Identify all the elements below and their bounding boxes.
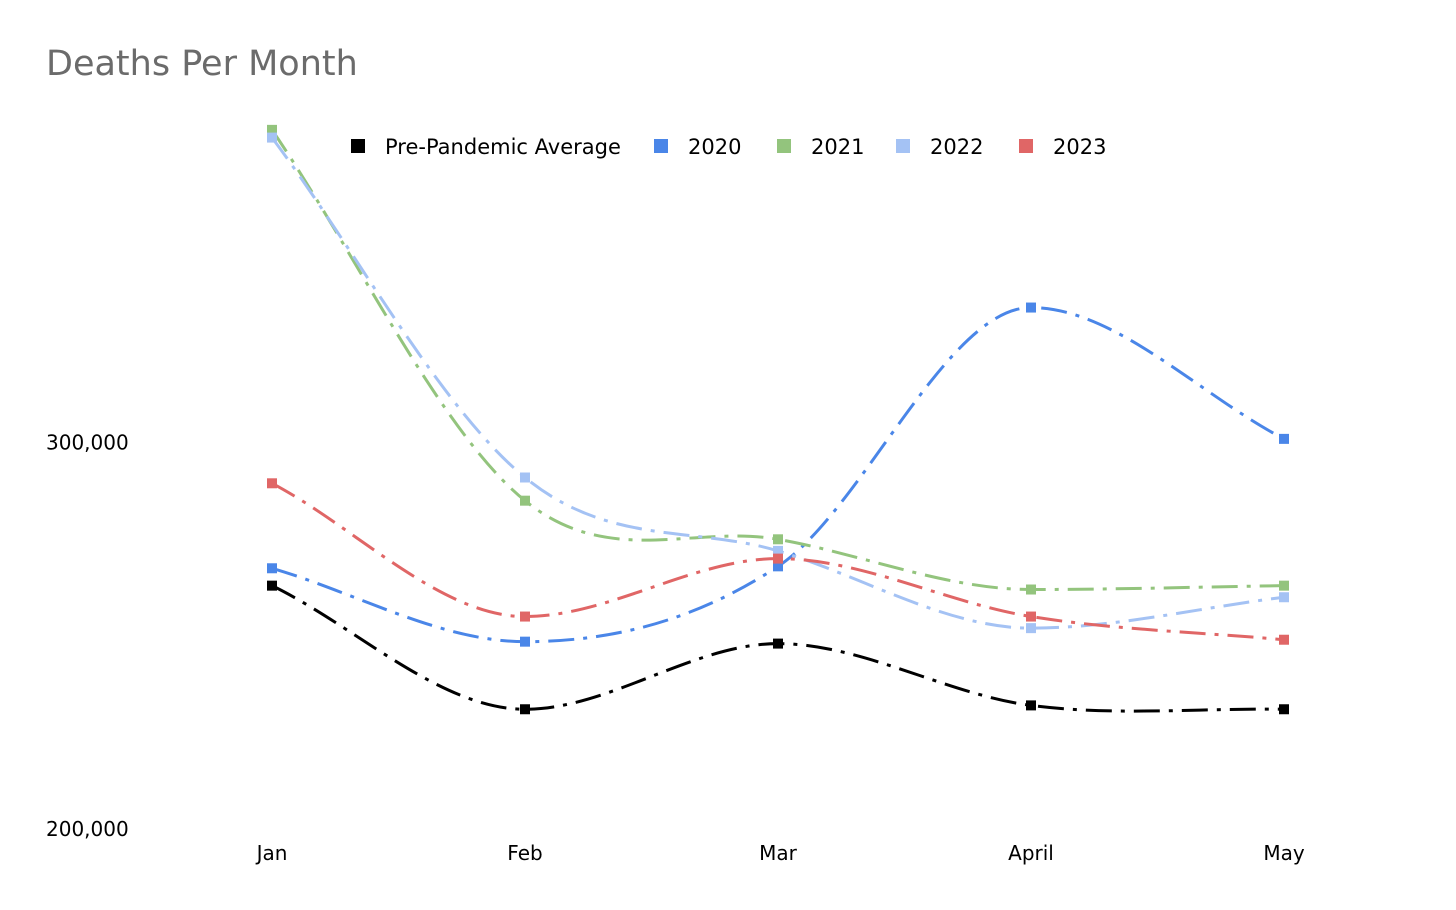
data-point-marker bbox=[1279, 634, 1289, 645]
x-tick-label: Mar bbox=[759, 841, 798, 865]
data-point-marker bbox=[773, 561, 783, 572]
data-point-marker bbox=[267, 580, 277, 591]
data-point-marker bbox=[520, 611, 530, 622]
data-point-marker bbox=[267, 478, 277, 489]
y-tick-label: 200,000 bbox=[46, 817, 129, 841]
data-point-marker bbox=[1026, 700, 1036, 711]
x-tick-label: April bbox=[1008, 841, 1054, 865]
series-markers bbox=[267, 124, 1289, 715]
legend-label: 2020 bbox=[688, 135, 741, 159]
data-point-marker bbox=[1026, 623, 1036, 634]
series-line-1 bbox=[271, 306, 1285, 644]
x-tick-label: May bbox=[1263, 841, 1305, 865]
data-point-marker bbox=[520, 636, 530, 647]
legend-label: 2022 bbox=[930, 135, 983, 159]
x-tick-label: Jan bbox=[255, 841, 288, 865]
chart-title: Deaths Per Month bbox=[46, 44, 358, 84]
legend-label: 2023 bbox=[1053, 135, 1106, 159]
data-point-marker bbox=[1026, 302, 1036, 313]
data-point-marker bbox=[1279, 433, 1289, 444]
series-line-2 bbox=[270, 129, 1285, 592]
data-point-marker bbox=[267, 132, 277, 143]
y-tick-label: 300,000 bbox=[46, 431, 129, 455]
y-axis-ticks: 200,000 300,000 bbox=[46, 431, 129, 841]
data-point-marker bbox=[1279, 580, 1289, 591]
data-point-marker bbox=[1026, 611, 1036, 622]
data-point-marker bbox=[773, 534, 783, 545]
data-point-marker bbox=[773, 638, 783, 649]
series-lines bbox=[270, 129, 1285, 713]
legend-swatch bbox=[896, 139, 910, 153]
legend-swatch bbox=[351, 139, 365, 153]
data-point-marker bbox=[520, 472, 530, 483]
legend-swatch bbox=[1019, 139, 1033, 153]
data-point-marker bbox=[267, 563, 277, 574]
legend: Pre-Pandemic Average 2020 2021 2022 2023 bbox=[351, 135, 1106, 159]
data-point-marker bbox=[1279, 592, 1289, 603]
data-point-marker bbox=[520, 495, 530, 506]
data-point-marker bbox=[1026, 584, 1036, 595]
data-point-marker bbox=[1279, 704, 1289, 715]
legend-label: Pre-Pandemic Average bbox=[385, 135, 621, 159]
x-axis-ticks: Jan Feb Mar April May bbox=[255, 841, 1305, 865]
data-point-marker bbox=[520, 704, 530, 715]
x-tick-label: Feb bbox=[507, 841, 542, 865]
data-point-marker bbox=[267, 124, 277, 135]
legend-swatch bbox=[777, 139, 791, 153]
legend-label: 2021 bbox=[811, 135, 864, 159]
legend-swatch bbox=[654, 139, 668, 153]
data-point-marker bbox=[773, 545, 783, 556]
data-point-marker bbox=[773, 553, 783, 564]
